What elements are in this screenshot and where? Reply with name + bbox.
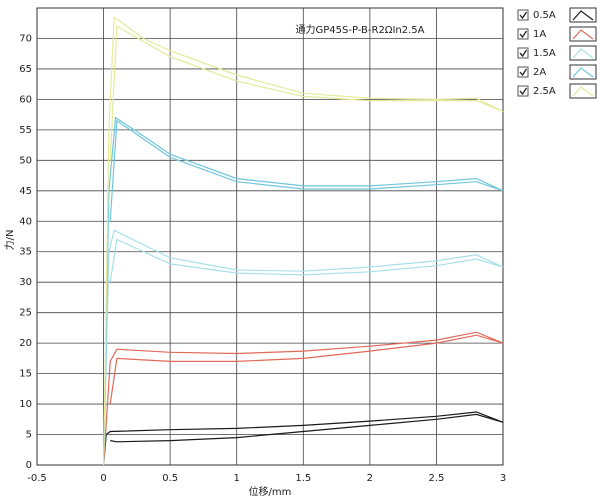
legend-icon-box	[569, 7, 597, 23]
x-axis-label: 位移/mm	[249, 485, 292, 498]
legend-check	[519, 87, 528, 96]
annotation: 通力GP45S-P-B-R2ΩIn2.5A	[296, 23, 425, 36]
legend-checkbox[interactable]	[517, 47, 529, 59]
x-tick-label: 2.5	[428, 473, 444, 484]
legend-label: 2.5A	[533, 86, 556, 97]
legend-label: 2A	[533, 67, 546, 78]
x-tick-label: 1.5	[295, 473, 311, 484]
x-tick-label: 0	[100, 473, 106, 484]
x-tick-label: 0.5	[162, 473, 178, 484]
y-tick-label: 60	[19, 94, 32, 105]
series-line	[103, 411, 504, 466]
x-tick-label: 2	[367, 473, 373, 484]
y-tick-label: 40	[19, 216, 32, 227]
legend-check	[519, 68, 528, 77]
legend-checkbox[interactable]	[517, 85, 529, 97]
y-tick-label: 0	[26, 460, 32, 471]
x-tick-label: 1	[234, 473, 240, 484]
legend-icon-box	[569, 45, 597, 61]
legend-icon-line	[572, 48, 594, 59]
y-tick-label: 50	[19, 155, 32, 166]
y-tick-label: 55	[19, 125, 32, 136]
legend-icon-box	[569, 26, 597, 42]
series-line	[103, 229, 504, 466]
legend-check	[519, 30, 528, 39]
series-line	[103, 331, 504, 466]
y-axis-label: 力/N	[3, 230, 16, 251]
legend-label: 1.5A	[533, 48, 556, 59]
plot-frame	[36, 7, 504, 466]
y-tick-label: 30	[19, 277, 32, 288]
y-tick-label: 70	[19, 33, 32, 44]
y-tick-label: 45	[19, 186, 32, 197]
x-tick-label: -0.5	[27, 473, 47, 484]
legend-label: 1A	[533, 29, 546, 40]
y-tick-label: 35	[19, 247, 32, 258]
y-tick-label: 25	[19, 308, 32, 319]
series-line	[103, 15, 504, 466]
legend-icon-line	[572, 29, 594, 40]
legend-check	[519, 11, 528, 20]
legend-checkbox[interactable]	[517, 9, 529, 21]
y-tick-label: 15	[19, 369, 32, 380]
legend-icon-line	[572, 67, 594, 78]
legend-checkbox[interactable]	[517, 28, 529, 40]
legend-check	[519, 49, 528, 58]
y-tick-label: 5	[26, 430, 32, 441]
series-line	[103, 116, 504, 466]
legend-label: 0.5A	[533, 10, 556, 21]
legend-icon-box	[569, 64, 597, 80]
legend-icon-line	[572, 10, 594, 21]
legend-icon-box	[569, 83, 597, 99]
x-tick-label: 3	[500, 473, 506, 484]
y-tick-label: 20	[19, 338, 32, 349]
legend-checkbox[interactable]	[517, 66, 529, 78]
y-tick-label: 65	[19, 64, 32, 75]
y-tick-label: 10	[19, 399, 32, 410]
legend-icon-line	[572, 86, 594, 97]
